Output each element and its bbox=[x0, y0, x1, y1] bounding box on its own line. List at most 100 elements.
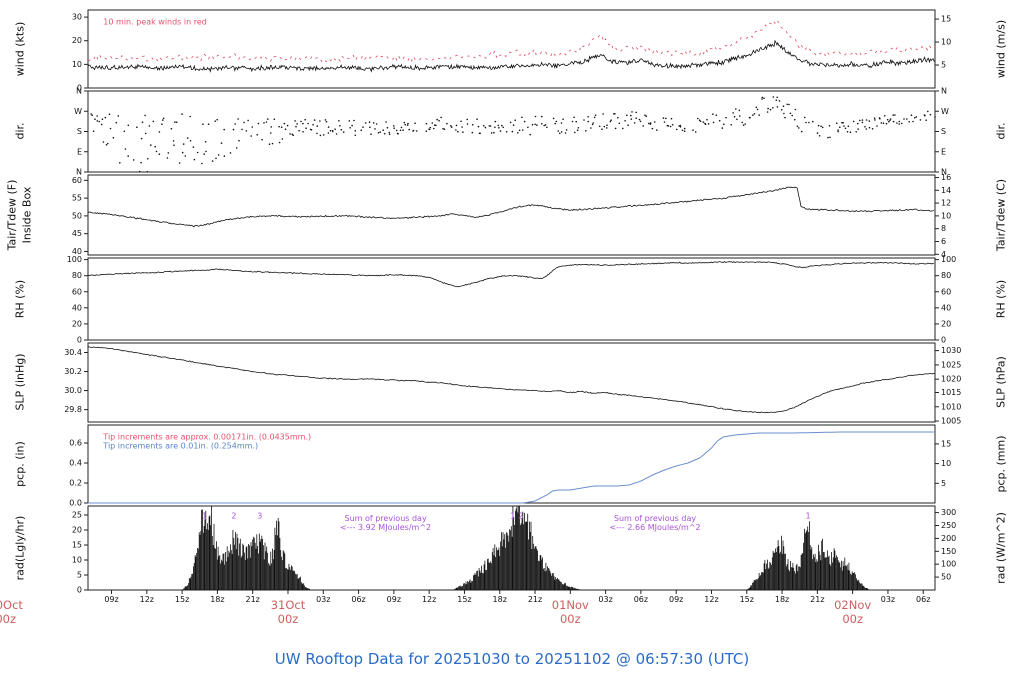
svg-text:20: 20 bbox=[941, 319, 951, 328]
svg-text:50: 50 bbox=[72, 211, 82, 220]
ylabel-tair-left: Tair/Tdew (F) bbox=[5, 179, 19, 251]
svg-text:25: 25 bbox=[72, 511, 82, 520]
ylabel-rh-right: RH (%) bbox=[994, 279, 1008, 319]
rad-panel: 0 5 10 15 20 25 50 100 150 200 250 300 Sum of previo… bbox=[72, 505, 956, 595]
svg-text:60: 60 bbox=[72, 176, 82, 185]
svg-text:20: 20 bbox=[72, 319, 82, 328]
svg-text:10: 10 bbox=[941, 211, 951, 220]
svg-text:15z: 15z bbox=[175, 595, 189, 604]
svg-text:4: 4 bbox=[941, 250, 946, 259]
ylabel-tair-left2: Inside Box bbox=[20, 186, 34, 244]
svg-text:1010: 1010 bbox=[941, 402, 961, 411]
svg-text:45: 45 bbox=[72, 229, 82, 238]
svg-text:00z: 00z bbox=[842, 612, 863, 626]
rad-annotation: 2 bbox=[518, 512, 523, 521]
svg-text:100: 100 bbox=[941, 255, 956, 264]
svg-text:80: 80 bbox=[941, 271, 951, 280]
svg-text:5: 5 bbox=[941, 61, 946, 70]
svg-text:21z: 21z bbox=[810, 595, 824, 604]
precip_cumulative_in bbox=[88, 431, 934, 504]
svg-text:0.2: 0.2 bbox=[69, 479, 82, 488]
svg-text:40: 40 bbox=[72, 247, 82, 256]
svg-text:1005: 1005 bbox=[941, 417, 961, 426]
svg-text:09z: 09z bbox=[104, 595, 118, 604]
svg-text:0: 0 bbox=[77, 84, 82, 93]
ylabel-dir-left: dir. bbox=[13, 122, 27, 140]
ylabel-rad-right: rad (W/m^2) bbox=[994, 512, 1008, 584]
svg-text:N: N bbox=[941, 87, 947, 96]
svg-text:N: N bbox=[76, 87, 82, 96]
svg-text:40: 40 bbox=[941, 303, 951, 312]
svg-text:100: 100 bbox=[941, 560, 956, 569]
wind_direction_deg bbox=[90, 96, 936, 173]
svg-text:300: 300 bbox=[941, 508, 956, 517]
svg-text:5: 5 bbox=[941, 479, 946, 488]
svg-text:0: 0 bbox=[77, 336, 82, 345]
x-axis: 30Oct00z09z12z15z18z21z31Oct00z03z06z09z… bbox=[0, 590, 930, 626]
ylabel-wind-left: wind (kts) bbox=[13, 21, 27, 77]
wind_avg_kts bbox=[87, 39, 936, 73]
svg-text:0.6: 0.6 bbox=[69, 439, 82, 448]
svg-text:50: 50 bbox=[941, 573, 951, 582]
ylabel-pcp-left: pcp. (in) bbox=[13, 441, 27, 487]
svg-text:06z: 06z bbox=[916, 595, 930, 604]
ylabel-rad-left: rad(Lgly/hr) bbox=[13, 515, 27, 581]
svg-text:09z: 09z bbox=[669, 595, 683, 604]
svg-text:200: 200 bbox=[941, 534, 956, 543]
rad-annotation: 1 bbox=[510, 512, 515, 521]
tair_f bbox=[87, 186, 935, 228]
svg-text:1030: 1030 bbox=[941, 346, 961, 355]
rad-annotation: 1 bbox=[805, 512, 810, 521]
pcp-annotation: Tip increments are 0.01in. (0.254mm.) bbox=[102, 442, 258, 451]
svg-text:10: 10 bbox=[941, 38, 951, 47]
svg-text:S: S bbox=[77, 127, 82, 136]
ylabel-dir-right: dir. bbox=[994, 122, 1008, 140]
svg-text:1020: 1020 bbox=[941, 375, 961, 384]
svg-text:N: N bbox=[941, 168, 947, 177]
ylabel-slp-left: SLP (inHg) bbox=[13, 353, 27, 411]
pcp-annotation: Tip increments are approx. 0.00171in. (0… bbox=[102, 432, 311, 441]
svg-text:29.8: 29.8 bbox=[64, 405, 82, 414]
rad-annotation: Sum of previous day <--- 2.66 MJoules/m^2 bbox=[609, 514, 700, 532]
svg-text:0.0: 0.0 bbox=[69, 499, 82, 508]
svg-text:06z: 06z bbox=[351, 595, 365, 604]
svg-text:5: 5 bbox=[77, 571, 82, 580]
svg-text:12z: 12z bbox=[140, 595, 154, 604]
svg-text:16: 16 bbox=[941, 173, 951, 182]
svg-text:60: 60 bbox=[941, 287, 951, 296]
ylabel-rh-left: RH (%) bbox=[13, 279, 27, 319]
svg-text:00z: 00z bbox=[0, 612, 16, 626]
rad-annotation: 1 bbox=[202, 512, 207, 521]
svg-text:W: W bbox=[74, 107, 82, 116]
svg-text:10: 10 bbox=[72, 60, 82, 69]
svg-text:12z: 12z bbox=[422, 595, 436, 604]
svg-text:20: 20 bbox=[72, 36, 82, 45]
svg-text:30.2: 30.2 bbox=[64, 367, 82, 376]
pcp-panel: 0.0 0.2 0.4 0.6 5 10 15 Tip increments are appr… bbox=[69, 424, 951, 508]
solar_rad_ly_hr bbox=[182, 506, 870, 590]
svg-text:18z: 18z bbox=[210, 595, 224, 604]
svg-text:150: 150 bbox=[941, 547, 956, 556]
wind-annotation: 10 min. peak winds in red bbox=[103, 17, 207, 26]
svg-text:250: 250 bbox=[941, 521, 956, 530]
svg-text:15z: 15z bbox=[740, 595, 754, 604]
svg-text:30.0: 30.0 bbox=[64, 386, 82, 395]
svg-text:15z: 15z bbox=[457, 595, 471, 604]
svg-text:12: 12 bbox=[941, 199, 951, 208]
svg-text:15: 15 bbox=[72, 541, 82, 550]
ylabel-tair-right: Tair/Tdew (C) bbox=[994, 178, 1008, 252]
wind_peak_10min_kts bbox=[87, 18, 936, 63]
rh-panel: 0 20 40 60 80 100 0 20 40 60 80 100 bbox=[67, 255, 957, 344]
svg-text:12z: 12z bbox=[704, 595, 718, 604]
svg-text:30: 30 bbox=[72, 13, 82, 22]
svg-text:10: 10 bbox=[941, 459, 951, 468]
svg-text:03z: 03z bbox=[316, 595, 330, 604]
svg-text:18z: 18z bbox=[775, 595, 789, 604]
svg-text:02Nov: 02Nov bbox=[834, 598, 871, 612]
rad-annotation: Sum of previous day <--- 3.92 MJoules/m^2 bbox=[340, 514, 431, 532]
svg-text:30.4: 30.4 bbox=[64, 348, 82, 357]
svg-text:E: E bbox=[77, 147, 82, 156]
svg-text:18z: 18z bbox=[493, 595, 507, 604]
